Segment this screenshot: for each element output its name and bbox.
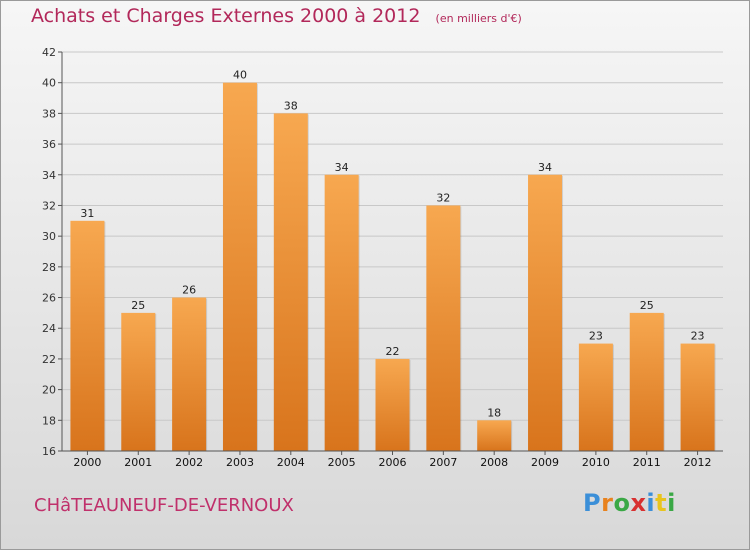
bars (70, 82, 716, 451)
data-label: 23 (589, 330, 603, 343)
bar (528, 174, 563, 451)
bar (121, 312, 156, 451)
y-tick-label: 38 (42, 107, 56, 120)
chart-subtitle: (en milliers d'€) (435, 12, 522, 25)
data-label: 40 (233, 69, 247, 82)
bar (629, 312, 664, 451)
y-tick-label: 22 (42, 353, 56, 366)
y-tick-label: 42 (42, 46, 56, 59)
x-tick-label: 2006 (379, 456, 407, 469)
y-tick-label: 20 (42, 384, 56, 397)
data-label: 22 (386, 345, 400, 358)
data-label: 32 (436, 191, 450, 204)
x-tick-label: 2008 (480, 456, 508, 469)
y-tick-label: 34 (42, 169, 56, 182)
y-tick-label: 16 (42, 445, 56, 458)
bar (222, 82, 257, 451)
x-tick-label: 2003 (226, 456, 254, 469)
bar (324, 174, 359, 451)
brand-letter: t (655, 489, 668, 517)
y-tick-label: 30 (42, 230, 56, 243)
data-label: 26 (182, 284, 196, 297)
y-tick-label: 40 (42, 77, 56, 90)
brand-letter: i (646, 489, 656, 517)
bar (477, 420, 512, 451)
y-tick-label: 36 (42, 138, 56, 151)
data-label: 38 (284, 99, 298, 112)
data-label: 34 (538, 161, 552, 174)
data-label: 25 (131, 299, 145, 312)
y-tick-label: 18 (42, 414, 56, 427)
bar (375, 358, 410, 451)
chart-title-row: Achats et Charges Externes 2000 à 2012 (… (31, 5, 522, 27)
brand-logo: Proxiti (583, 489, 676, 517)
data-label: 25 (640, 299, 654, 312)
brand-letter: r (601, 489, 614, 517)
brand-letter: x (630, 489, 647, 517)
bar (578, 343, 613, 451)
bar (70, 220, 105, 451)
y-tick-label: 26 (42, 292, 56, 305)
x-tick-label: 2012 (684, 456, 712, 469)
x-tick-label: 2004 (277, 456, 305, 469)
place-name: CHâTEAUNEUF-DE-VERNOUX (34, 495, 294, 516)
x-tick-label: 2000 (73, 456, 101, 469)
data-label: 18 (487, 406, 501, 419)
data-label: 31 (80, 207, 94, 220)
labels: 16 18 20 22 24 26 28 30 32 34 36 38 40 42 31 2000 25 2001… (42, 46, 712, 469)
x-tick-label: 2011 (633, 456, 661, 469)
y-tick-label: 32 (42, 199, 56, 212)
bar (426, 205, 461, 451)
data-label: 23 (691, 330, 705, 343)
brand-letter: i (667, 489, 676, 517)
brand-letter: o (613, 489, 631, 517)
x-tick-label: 2005 (328, 456, 356, 469)
y-tick-label: 24 (42, 322, 56, 335)
x-tick-label: 2001 (124, 456, 152, 469)
x-tick-label: 2007 (429, 456, 457, 469)
data-label: 34 (335, 161, 349, 174)
x-tick-label: 2010 (582, 456, 610, 469)
bar (273, 113, 308, 451)
y-tick-label: 28 (42, 261, 56, 274)
bar (172, 297, 207, 451)
axes (58, 51, 723, 455)
x-tick-label: 2002 (175, 456, 203, 469)
bar (680, 343, 715, 451)
x-tick-label: 2009 (531, 456, 559, 469)
brand-letter: P (583, 489, 602, 517)
chart-title: Achats et Charges Externes 2000 à 2012 (31, 5, 421, 27)
